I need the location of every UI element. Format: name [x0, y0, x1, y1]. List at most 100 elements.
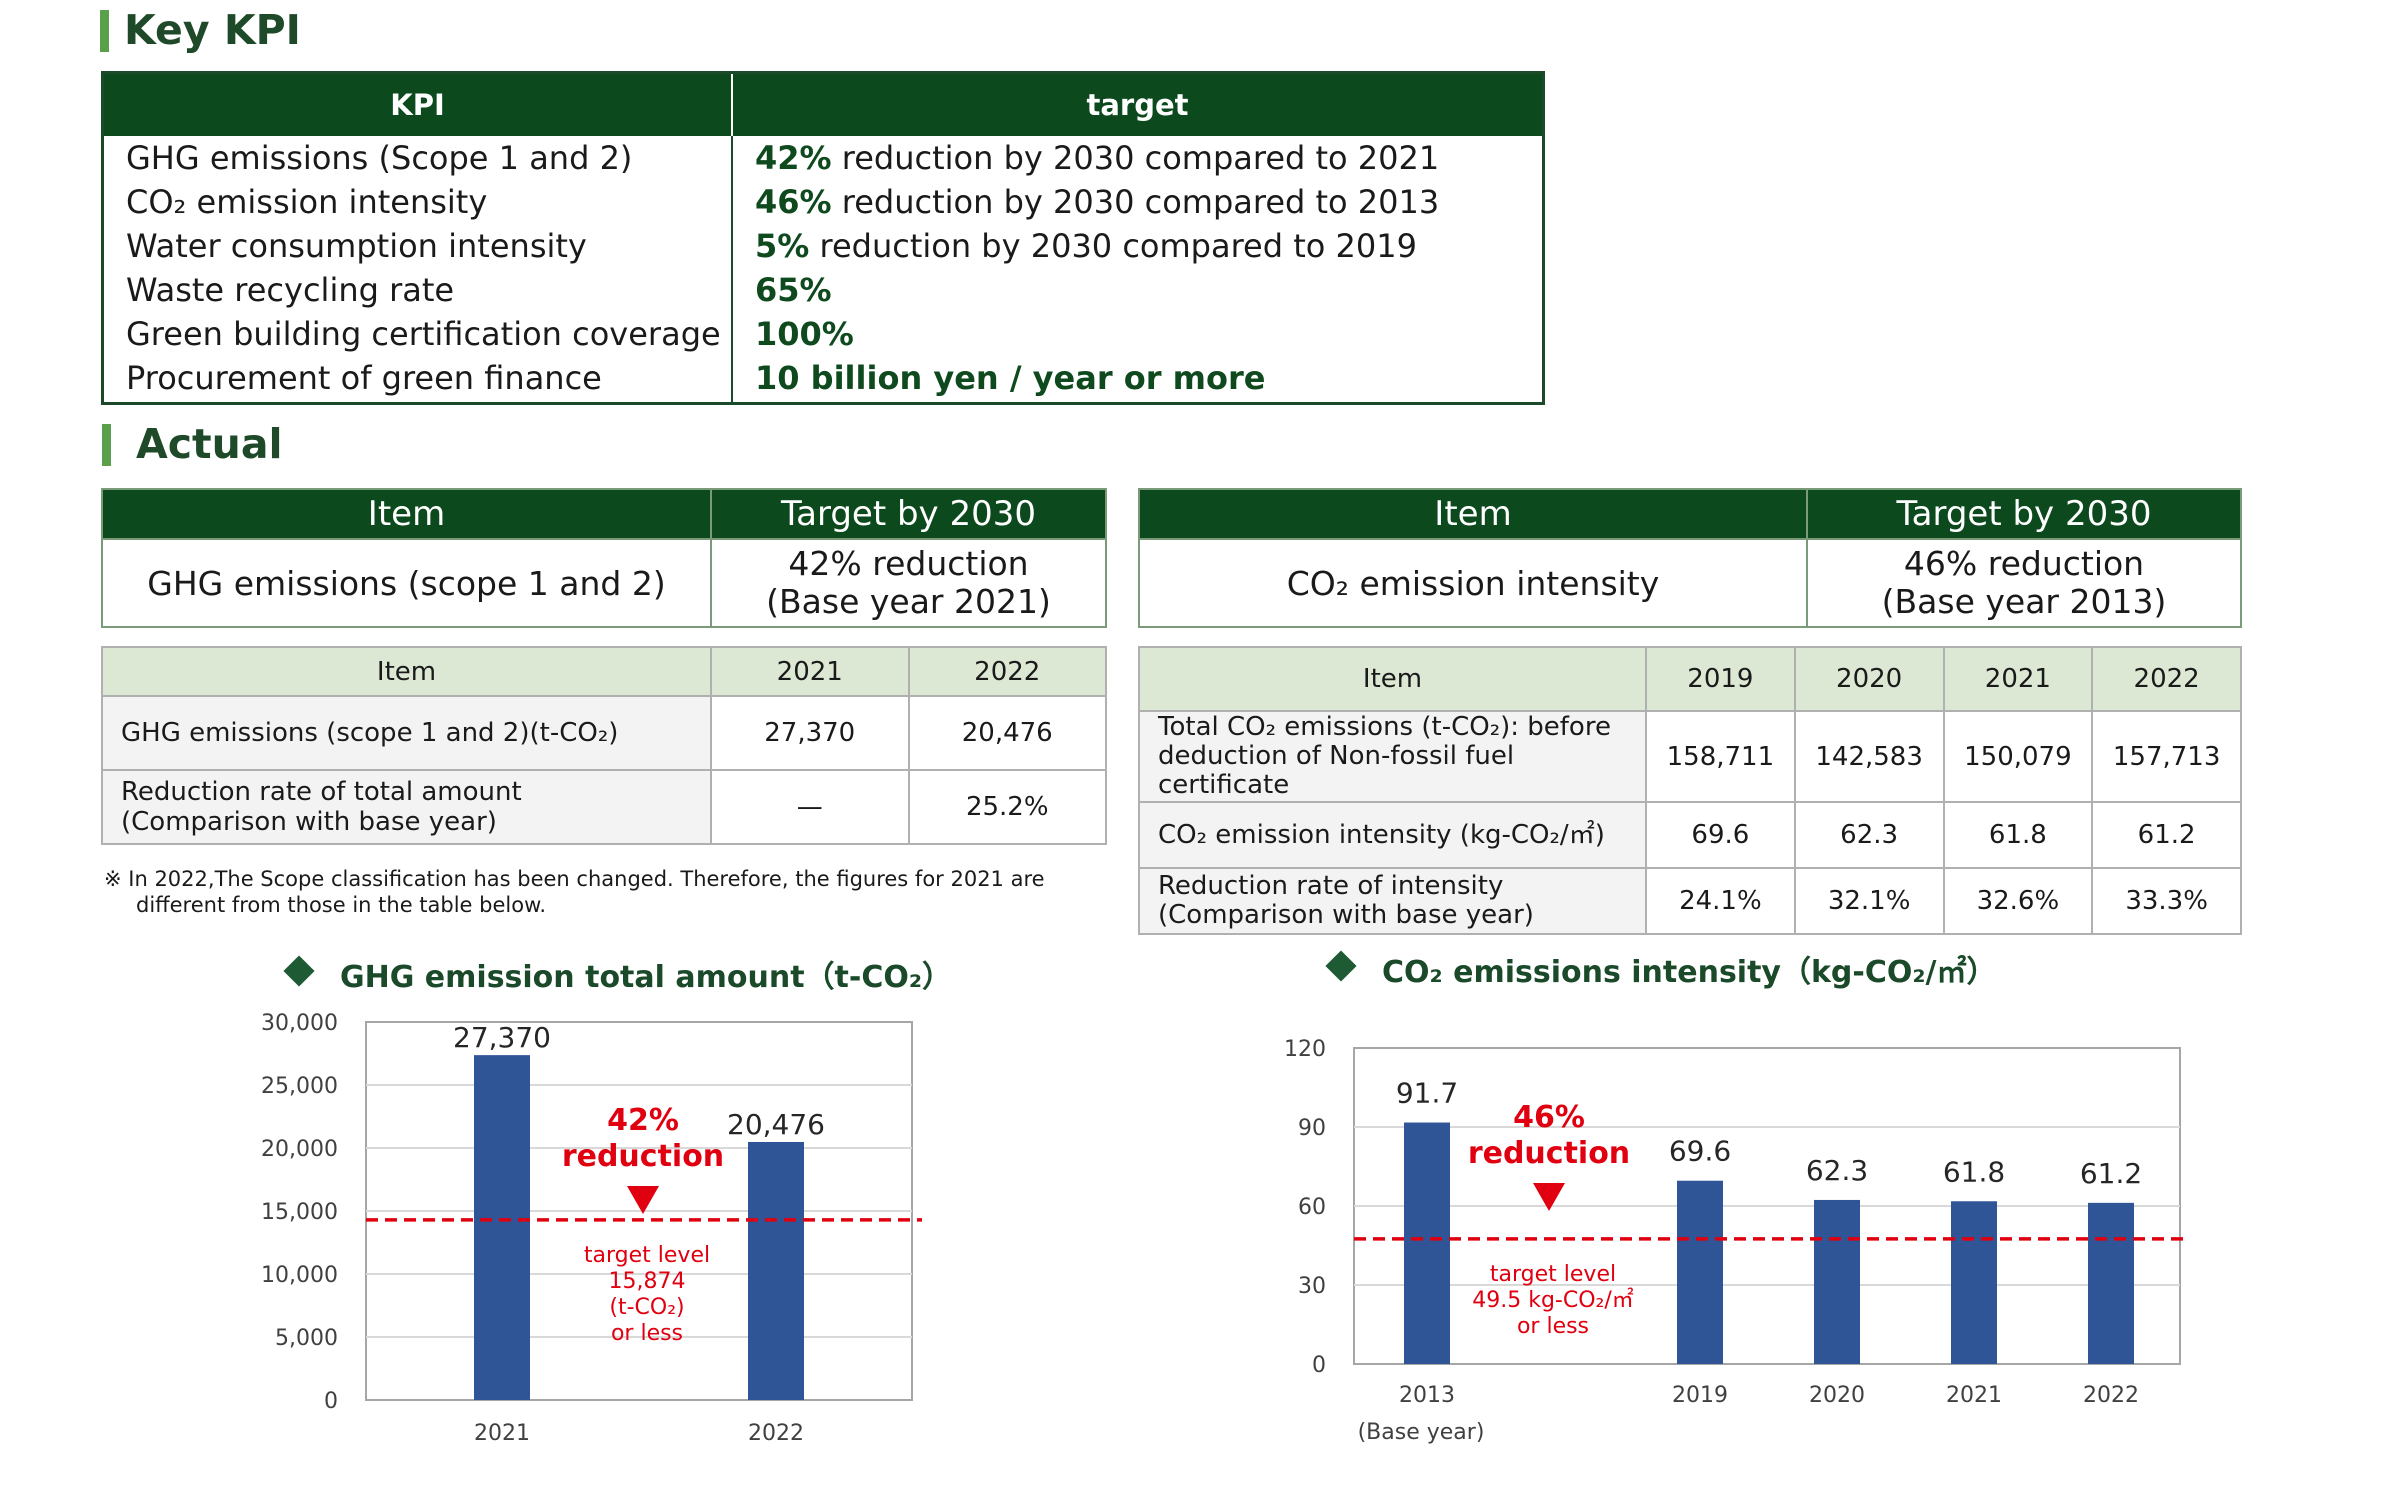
- row-label-line1: CO₂ emission intensity (kg-CO₂/㎡): [1158, 819, 1605, 850]
- kpi-row: Green building certification coverage 100…: [102, 312, 1544, 356]
- kpi-target: 100%: [732, 312, 1544, 356]
- ghg-chart-title: GHG emission total amount（t-CO₂）: [340, 960, 952, 995]
- left-target-target-header: Target by 2030: [710, 488, 1107, 540]
- row-label: Reduction rate of intensity (Comparison w…: [1138, 867, 1647, 935]
- kpi-target-rest: reduction by 2030 compared to 2021: [831, 139, 1440, 177]
- ghg-chart-bar: [748, 1142, 804, 1400]
- ghg-chart-target-text: target level: [584, 1243, 710, 1268]
- co2-chart-target-text: or less: [1517, 1314, 1589, 1339]
- row-label-line1: Reduction rate of intensity: [1158, 871, 1504, 901]
- kpi-row: Waste recycling rate 65%: [102, 268, 1544, 312]
- ghg-chart-data-label: 20,476: [727, 1108, 825, 1141]
- table-cell: 62.3: [1793, 801, 1945, 869]
- col-header: Item: [101, 646, 712, 697]
- table-cell: 61.8: [1942, 801, 2094, 869]
- table-cell: 27,370: [710, 695, 910, 771]
- col-header: 2022: [2091, 646, 2242, 712]
- co2-chart-reduction-label: reduction: [1468, 1136, 1630, 1171]
- co2-chart-data-label: 62.3: [1806, 1154, 1868, 1187]
- co2-chart-title: CO₂ emissions intensity（kg-CO₂/㎡）: [1382, 955, 1997, 990]
- co2-chart-category-label: 2020: [1809, 1383, 1865, 1408]
- col-header: 2019: [1645, 646, 1796, 712]
- col-header: Item: [1138, 646, 1647, 712]
- kpi-name: Procurement of green finance: [102, 356, 733, 404]
- co2-chart-ytick-label: 60: [1298, 1195, 1326, 1220]
- kpi-row: Procurement of green finance 10 billion y…: [102, 356, 1544, 404]
- kpi-row: Water consumption intensity 5% reduction …: [102, 224, 1544, 268]
- row-label: Reduction rate of total amount (Compariso…: [101, 769, 712, 845]
- kpi-target-bold: 10 billion yen / year or more: [755, 359, 1266, 397]
- kpi-target: 10 billion yen / year or more: [732, 356, 1544, 404]
- kpi-target-bold: 100%: [755, 315, 854, 353]
- ghg-chart-ytick-label: 15,000: [261, 1200, 338, 1225]
- table-cell: 142,583: [1793, 710, 1945, 803]
- co2-chart-data-label: 61.2: [2080, 1157, 2142, 1190]
- table-cell: 25.2%: [907, 769, 1107, 845]
- kpi-name: GHG emissions (Scope 1 and 2): [102, 136, 733, 180]
- row-label-line1: GHG emissions (scope 1 and 2)(t-CO₂): [121, 718, 619, 748]
- left-target-table: Item Target by 2030 GHG emissions (scope…: [101, 488, 1107, 628]
- right-target-table: Item Target by 2030 CO₂ emission intensi…: [1138, 488, 2242, 628]
- kpi-target-rest: reduction by 2030 compared to 2013: [831, 183, 1440, 221]
- kpi-target-bold: 5%: [755, 227, 810, 265]
- kpi-target: 42% reduction by 2030 compared to 2021: [732, 136, 1544, 180]
- table-row: Total CO₂ emissions (t-CO₂): before deduc…: [1138, 710, 2242, 803]
- row-label-line1: Total CO₂ emissions (t-CO₂): before: [1158, 712, 1611, 742]
- kpi-target-bold: 65%: [755, 271, 832, 309]
- table-row: Reduction rate of intensity (Comparison w…: [1138, 867, 2242, 935]
- row-label-line2: (Comparison with base year): [121, 807, 497, 837]
- section-marker: [100, 10, 109, 52]
- left-target-value: 42% reduction (Base year 2021): [710, 538, 1107, 628]
- table-row: CO₂ emission intensity (kg-CO₂/㎡) 69.6 62.…: [1138, 801, 2242, 869]
- co2-data-table: Item 2019 2020 2021 2022 Total CO₂ emiss…: [1138, 646, 2242, 935]
- co2-chart-category-label: 2021: [1946, 1383, 2002, 1408]
- co2-chart-ytick-label: 90: [1298, 1116, 1326, 1141]
- table-row: Reduction rate of total amount (Compariso…: [101, 769, 1107, 845]
- ghg-chart-ytick-label: 20,000: [261, 1137, 338, 1162]
- row-label-line2: deduction of Non-fossil fuel certificate: [1158, 741, 1515, 800]
- co2-chart-bar: [1677, 1180, 1723, 1364]
- co2-chart-down-arrow-icon: [1533, 1183, 1565, 1211]
- ghg-chart-target-text: or less: [611, 1321, 683, 1346]
- right-target-item: CO₂ emission intensity: [1138, 538, 1808, 628]
- target-header: target: [732, 72, 1545, 136]
- kpi-name: Water consumption intensity: [102, 224, 733, 268]
- actual-title: Actual: [136, 420, 283, 468]
- kpi-row: CO₂ emission intensity 46% reduction by 2…: [102, 180, 1544, 224]
- ghg-chart-ytick-label: 10,000: [261, 1263, 338, 1288]
- co2-chart-category-label: 2022: [2083, 1383, 2139, 1408]
- table-cell: 157,713: [2091, 710, 2242, 803]
- ghg-chart-reduction-percent: 42%: [607, 1103, 679, 1138]
- co2-chart-data-label: 61.8: [1943, 1155, 2005, 1188]
- co2-chart-ytick-label: 0: [1312, 1353, 1326, 1378]
- row-label-line2: (Comparison with base year): [1158, 900, 1534, 930]
- co2-chart-data-label: 69.6: [1669, 1135, 1731, 1168]
- right-target-value: 46% reduction (Base year 2013): [1806, 538, 2242, 628]
- kpi-target-rest: reduction by 2030 compared to 2019: [809, 227, 1417, 265]
- right-target-line1: 46% reduction: [1903, 544, 2145, 583]
- col-header: 2021: [1942, 646, 2094, 712]
- co2-chart-bar: [2088, 1202, 2134, 1364]
- ghg-chart-target-text: 15,874: [609, 1269, 686, 1294]
- co2-chart-bar: [1951, 1201, 1997, 1364]
- table-cell: 33.3%: [2091, 867, 2242, 935]
- table-cell: 61.2: [2091, 801, 2242, 869]
- table-cell: 158,711: [1645, 710, 1796, 803]
- left-target-item: GHG emissions (scope 1 and 2): [101, 538, 712, 628]
- ghg-chart-category-label: 2021: [474, 1421, 530, 1446]
- co2-chart-data-label: 91.7: [1396, 1077, 1458, 1110]
- ghg-data-table: Item 2021 2022 GHG emissions (scope 1 an…: [101, 646, 1107, 845]
- co2-chart-reduction-percent: 46%: [1513, 1100, 1585, 1135]
- kpi-target: 65%: [732, 268, 1544, 312]
- kpi-target: 5% reduction by 2030 compared to 2019: [732, 224, 1544, 268]
- ghg-chart-ytick-label: 30,000: [261, 1011, 338, 1036]
- footnote: ※ In 2022,The Scope classification has b…: [104, 866, 1045, 918]
- ghg-chart-bar: [474, 1055, 530, 1400]
- kpi-name: Green building certification coverage: [102, 312, 733, 356]
- kpi-name: Waste recycling rate: [102, 268, 733, 312]
- key-kpi-title: Key KPI: [124, 6, 301, 54]
- co2-chart-ytick-label: 120: [1284, 1037, 1326, 1062]
- kpi-target-bold: 46%: [755, 183, 832, 221]
- footnote-line2: different from those in the table below.: [136, 893, 547, 917]
